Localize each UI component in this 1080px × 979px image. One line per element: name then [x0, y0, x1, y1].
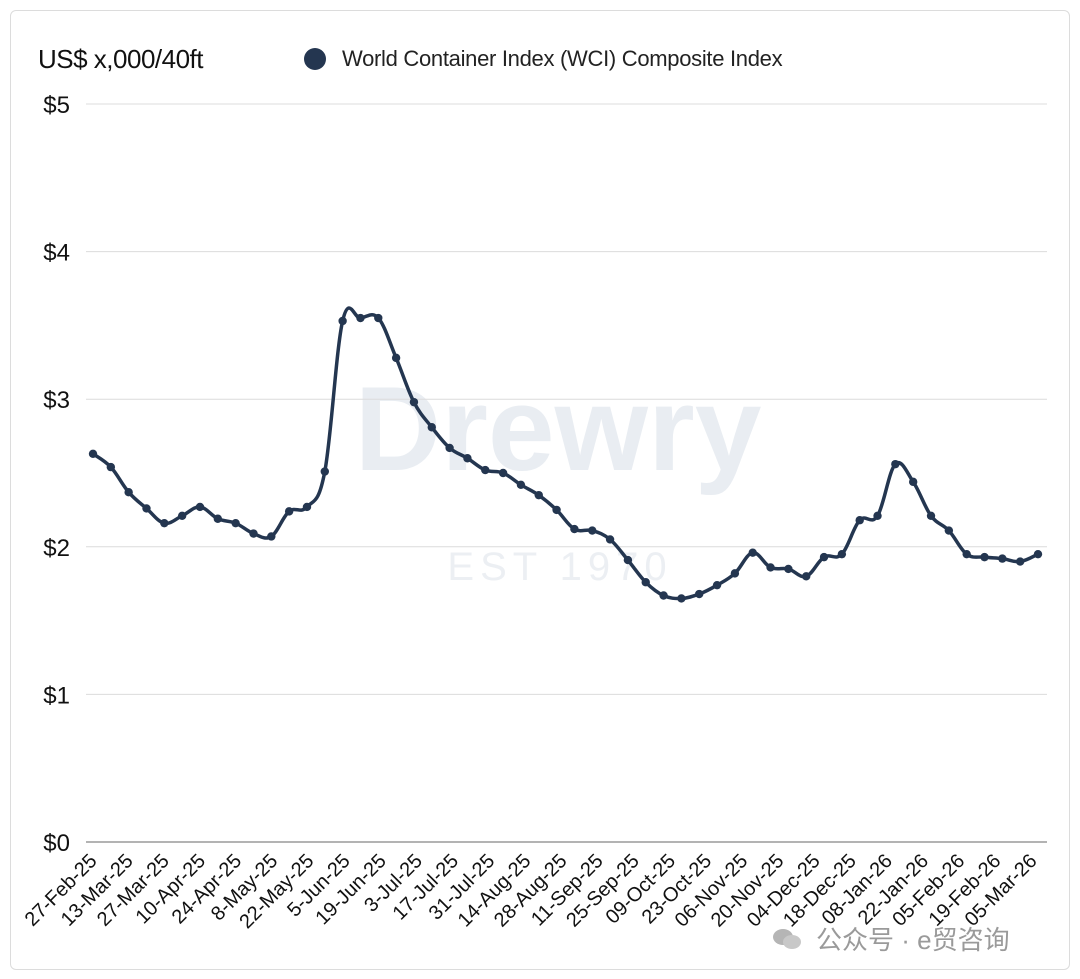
data-point [855, 516, 864, 525]
data-point [748, 548, 757, 557]
watermark-logo-text: Drewry [355, 362, 762, 496]
source-watermark: 公众号 · e贸咨询 [772, 920, 1010, 957]
y-tick-label: $1 [43, 682, 70, 709]
data-point [998, 554, 1007, 563]
y-tick-label: $4 [43, 240, 70, 267]
data-point [1015, 557, 1025, 566]
data-point [534, 490, 543, 500]
data-point [1033, 549, 1043, 559]
data-point [605, 535, 615, 544]
data-point [926, 511, 936, 521]
data-point [891, 459, 900, 469]
y-tick-label: $5 [43, 92, 70, 119]
data-point [445, 443, 454, 453]
data-point [659, 591, 668, 600]
data-point [802, 572, 811, 581]
data-point [819, 552, 829, 562]
watermark: Drewry EST 1970 [355, 362, 762, 589]
y-axis-ticks: $0 $1 $2 $3 $4 $5 [43, 92, 70, 857]
data-point [873, 511, 882, 521]
data-point [498, 468, 508, 478]
y-axis-unit-label: US$ x,000/40ft [38, 44, 204, 74]
y-tick-label: $2 [43, 535, 70, 562]
data-point [712, 580, 722, 590]
legend: World Container Index (WCI) Composite In… [304, 46, 783, 72]
watermark-est-text: EST 1970 [447, 545, 672, 589]
data-point [195, 502, 205, 512]
data-point [356, 313, 365, 323]
data-point [944, 526, 954, 535]
data-point [124, 487, 133, 497]
source-text: 公众号 · e贸咨询 [816, 925, 1010, 955]
data-point [516, 480, 526, 490]
wechat-icon [773, 928, 801, 949]
data-point [320, 467, 329, 476]
data-point [695, 589, 704, 599]
series-group [88, 306, 1043, 603]
data-point [106, 462, 116, 472]
data-point [177, 511, 187, 521]
data-point [623, 555, 633, 565]
data-point [837, 549, 847, 559]
data-point [249, 529, 258, 538]
data-point [463, 454, 472, 463]
data-point [588, 526, 597, 535]
data-point [302, 502, 312, 512]
data-point [284, 507, 294, 516]
data-point [213, 514, 223, 523]
data-point [962, 549, 971, 559]
chart-frame [10, 10, 1070, 970]
data-point [338, 316, 347, 326]
data-point [552, 505, 561, 515]
data-point [427, 423, 436, 432]
data-point [481, 465, 490, 475]
data-point [641, 578, 650, 587]
data-point [409, 397, 419, 407]
data-point [391, 353, 401, 363]
data-point [160, 518, 169, 528]
data-point [374, 313, 383, 323]
legend-label: World Container Index (WCI) Composite In… [342, 46, 783, 71]
data-point [766, 563, 775, 572]
data-point [142, 504, 151, 513]
data-point [570, 524, 579, 534]
data-point [980, 552, 989, 562]
data-point [908, 477, 918, 487]
data-point [784, 564, 793, 574]
y-tick-label: $3 [43, 387, 70, 414]
data-point [677, 594, 686, 603]
y-tick-label: $0 [43, 830, 70, 857]
data-point [231, 518, 240, 528]
gridlines [86, 103, 1047, 843]
data-point [88, 449, 98, 459]
data-point [267, 532, 276, 541]
data-point [730, 569, 740, 578]
legend-marker [304, 48, 326, 70]
